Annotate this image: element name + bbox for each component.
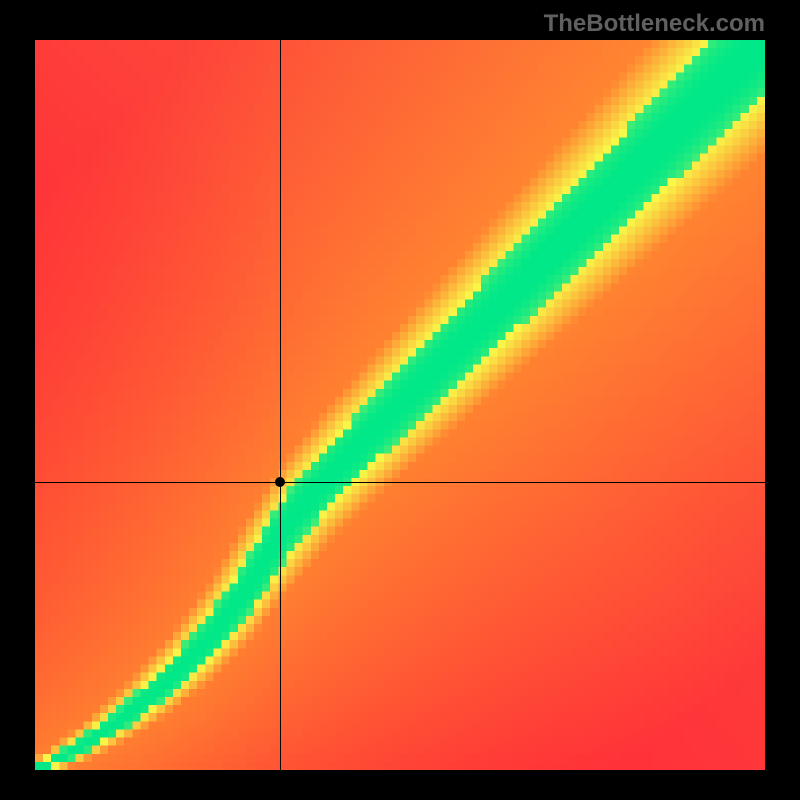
heatmap-canvas — [35, 40, 765, 770]
crosshair-horizontal — [35, 482, 765, 483]
crosshair-marker — [275, 477, 285, 487]
heatmap-chart — [35, 40, 765, 770]
watermark-text: TheBottleneck.com — [544, 10, 765, 38]
crosshair-vertical — [280, 40, 281, 770]
